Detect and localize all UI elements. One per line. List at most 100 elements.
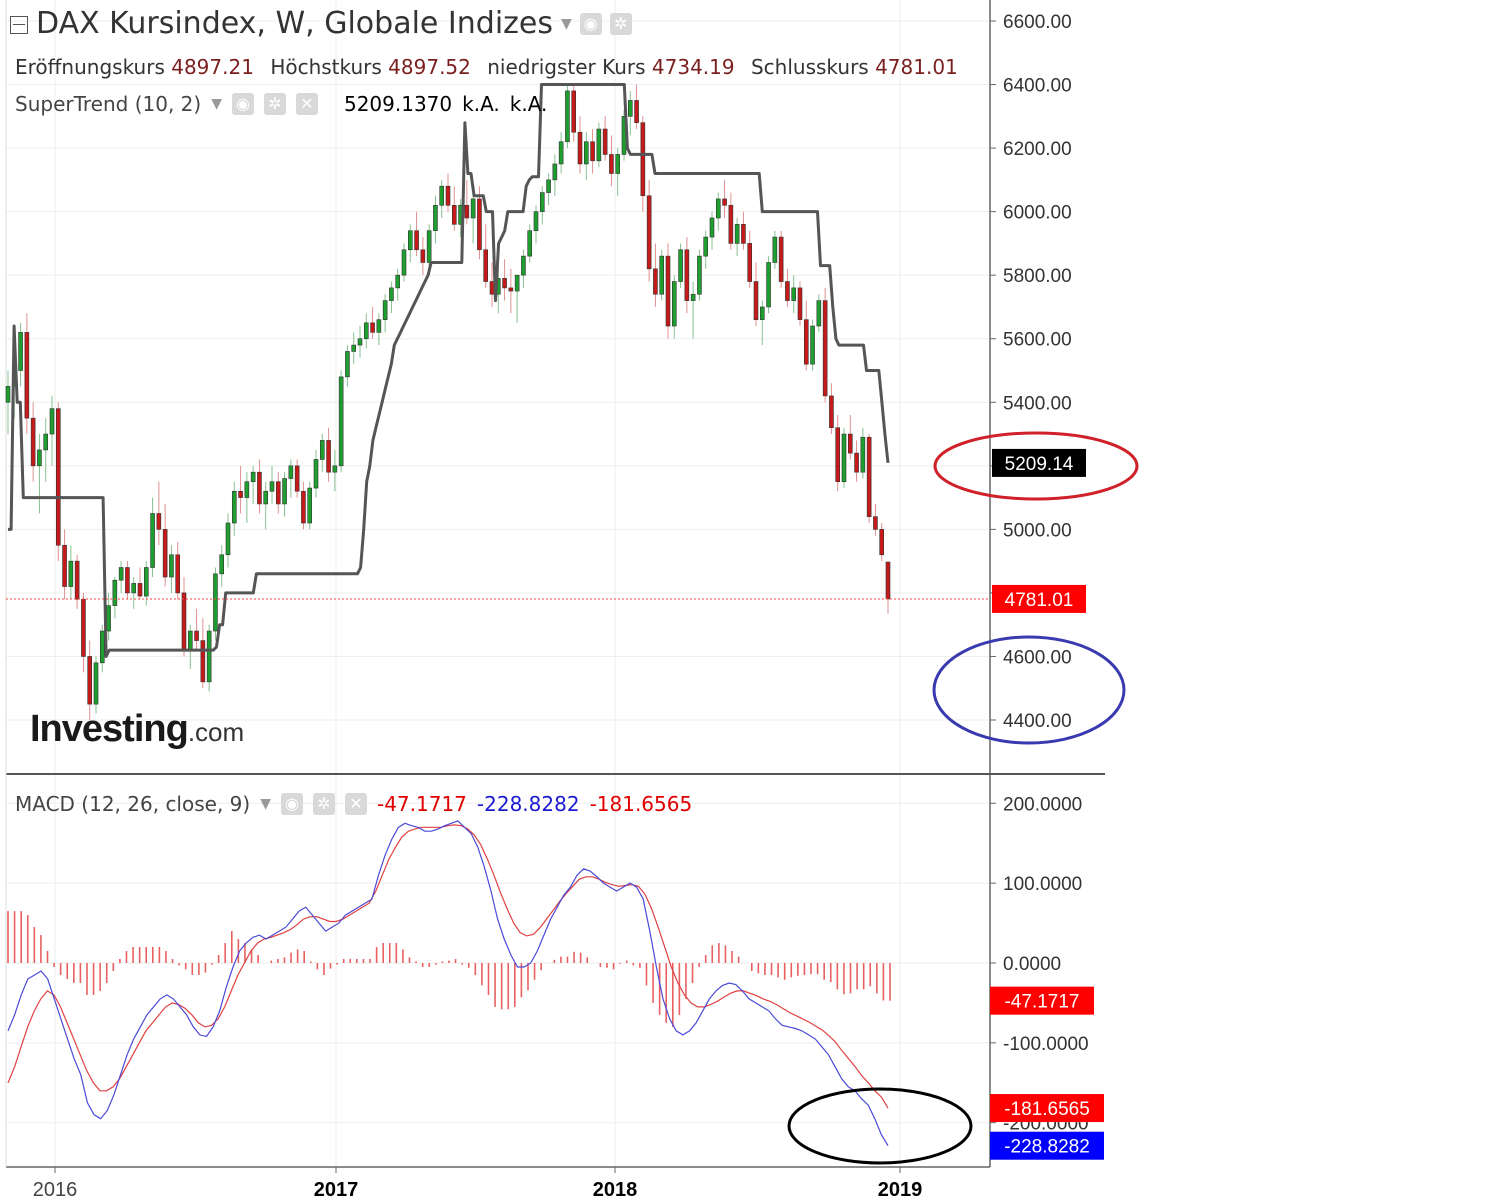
supertrend-legend: SuperTrend (10, 2) ▼ ◉ ✲ ✕ 5209.1370 k.A… [15, 92, 547, 116]
candle-body [87, 656, 93, 705]
y-tick-label: 6200.00 [1003, 139, 1072, 160]
candle-body [866, 436, 872, 517]
annotation-blue-ellipse [932, 635, 1126, 745]
candle-body [797, 287, 803, 320]
candle-body [326, 440, 331, 473]
candle-body [125, 567, 130, 594]
candle-body [250, 471, 256, 483]
candle-body [590, 141, 595, 162]
supertrend-value: 5209.1370 [343, 92, 453, 116]
candle-body [389, 287, 394, 301]
x-tick-label: 2017 [314, 1179, 359, 1201]
candle-body [338, 376, 344, 467]
candle-body [785, 281, 790, 301]
candle-body [219, 554, 225, 575]
candle-body [678, 249, 683, 282]
y-tick-label: 200.0000 [1003, 794, 1082, 815]
candle-body [55, 408, 61, 546]
high-label: Höchstkurs [270, 55, 382, 79]
collapse-icon[interactable] [10, 15, 28, 34]
signal-badge-bg [990, 1094, 1104, 1123]
close-label: Schlusskurs [750, 55, 869, 79]
x-tick-label: 2018 [593, 1179, 638, 1201]
candle-body [200, 640, 206, 683]
eye-icon[interactable]: ◉ [231, 93, 254, 115]
supertrend-na-2: k.A. [509, 92, 548, 116]
candle-body [470, 198, 476, 219]
annotation-black-ellipse [787, 1087, 973, 1165]
chevron-down-icon[interactable]: ▼ [561, 15, 572, 32]
candle-body [841, 433, 847, 483]
candle-body [640, 122, 646, 197]
candle-body [451, 204, 457, 225]
candle-body [5, 386, 11, 403]
chevron-down-icon[interactable]: ▼ [260, 796, 271, 812]
candle-body [345, 351, 350, 378]
candle-body [703, 236, 709, 257]
candle-body [370, 322, 375, 333]
candle-body [213, 573, 218, 632]
candle-body [653, 268, 658, 295]
gear-icon[interactable]: ✲ [312, 793, 335, 815]
candle-body [847, 433, 853, 454]
candle-body [93, 662, 99, 705]
y-tick-label: 4600.00 [1003, 647, 1072, 668]
candle-body [690, 293, 696, 301]
chart-header: DAX Kursindex, W, Globale Indizes ▼ ◉ ✲ [10, 6, 632, 41]
candle-body [62, 544, 67, 587]
candle-body [734, 224, 740, 244]
candle-body [156, 513, 162, 530]
candle-body [439, 185, 445, 206]
price-badge-bg [992, 584, 1086, 613]
close-icon[interactable]: ✕ [295, 93, 318, 115]
candle-body [521, 255, 526, 276]
candle-body [571, 90, 577, 133]
candle-body [24, 332, 30, 419]
candle-body [351, 344, 357, 352]
candle-body [143, 567, 149, 597]
macd-label: MACD (12, 26, close, 9) [15, 792, 251, 816]
candle-body [194, 630, 199, 641]
chevron-down-icon[interactable]: ▼ [211, 96, 222, 112]
x-tick-label: 2016 [33, 1179, 78, 1201]
candle-body [231, 490, 237, 524]
candle-body [175, 554, 181, 594]
candle-body [137, 583, 143, 597]
candle-body [269, 481, 275, 492]
candle-body [37, 449, 42, 467]
candle-body [533, 211, 539, 232]
gear-icon[interactable]: ✲ [263, 93, 286, 115]
candle-body [49, 408, 55, 435]
chart-title: DAX Kursindex, W, Globale Indizes [36, 6, 553, 41]
candle-body [514, 274, 520, 292]
hist-badge-bg [990, 986, 1094, 1015]
supertrend-badge: 5209.14 [1005, 454, 1074, 475]
candle-body [728, 204, 734, 244]
candle-body [766, 262, 771, 308]
y-tick-label: 5400.00 [1003, 393, 1072, 414]
y-tick-label: 6000.00 [1003, 203, 1072, 224]
supertrend-label: SuperTrend (10, 2) [15, 92, 202, 116]
candle-body [552, 163, 558, 181]
eye-icon[interactable]: ◉ [579, 12, 602, 35]
close-icon[interactable]: ✕ [344, 793, 367, 815]
candle-body [759, 306, 765, 320]
candle-body [715, 198, 721, 219]
candle-body [803, 319, 809, 365]
candle-body [18, 332, 23, 371]
candle-body [747, 243, 753, 282]
y-tick-label: 6600.00 [1003, 12, 1072, 33]
candle-body [627, 100, 633, 117]
candle-body [382, 300, 388, 320]
candle-body [68, 560, 74, 587]
y-tick-label: 5000.00 [1003, 520, 1072, 541]
candle-body [99, 630, 105, 664]
eye-icon[interactable]: ◉ [280, 793, 303, 815]
gear-icon[interactable]: ✲ [609, 12, 632, 35]
supertrend-line [8, 83, 890, 658]
candle-body [829, 395, 834, 428]
candle-body [275, 481, 281, 505]
candle-body [489, 281, 495, 295]
